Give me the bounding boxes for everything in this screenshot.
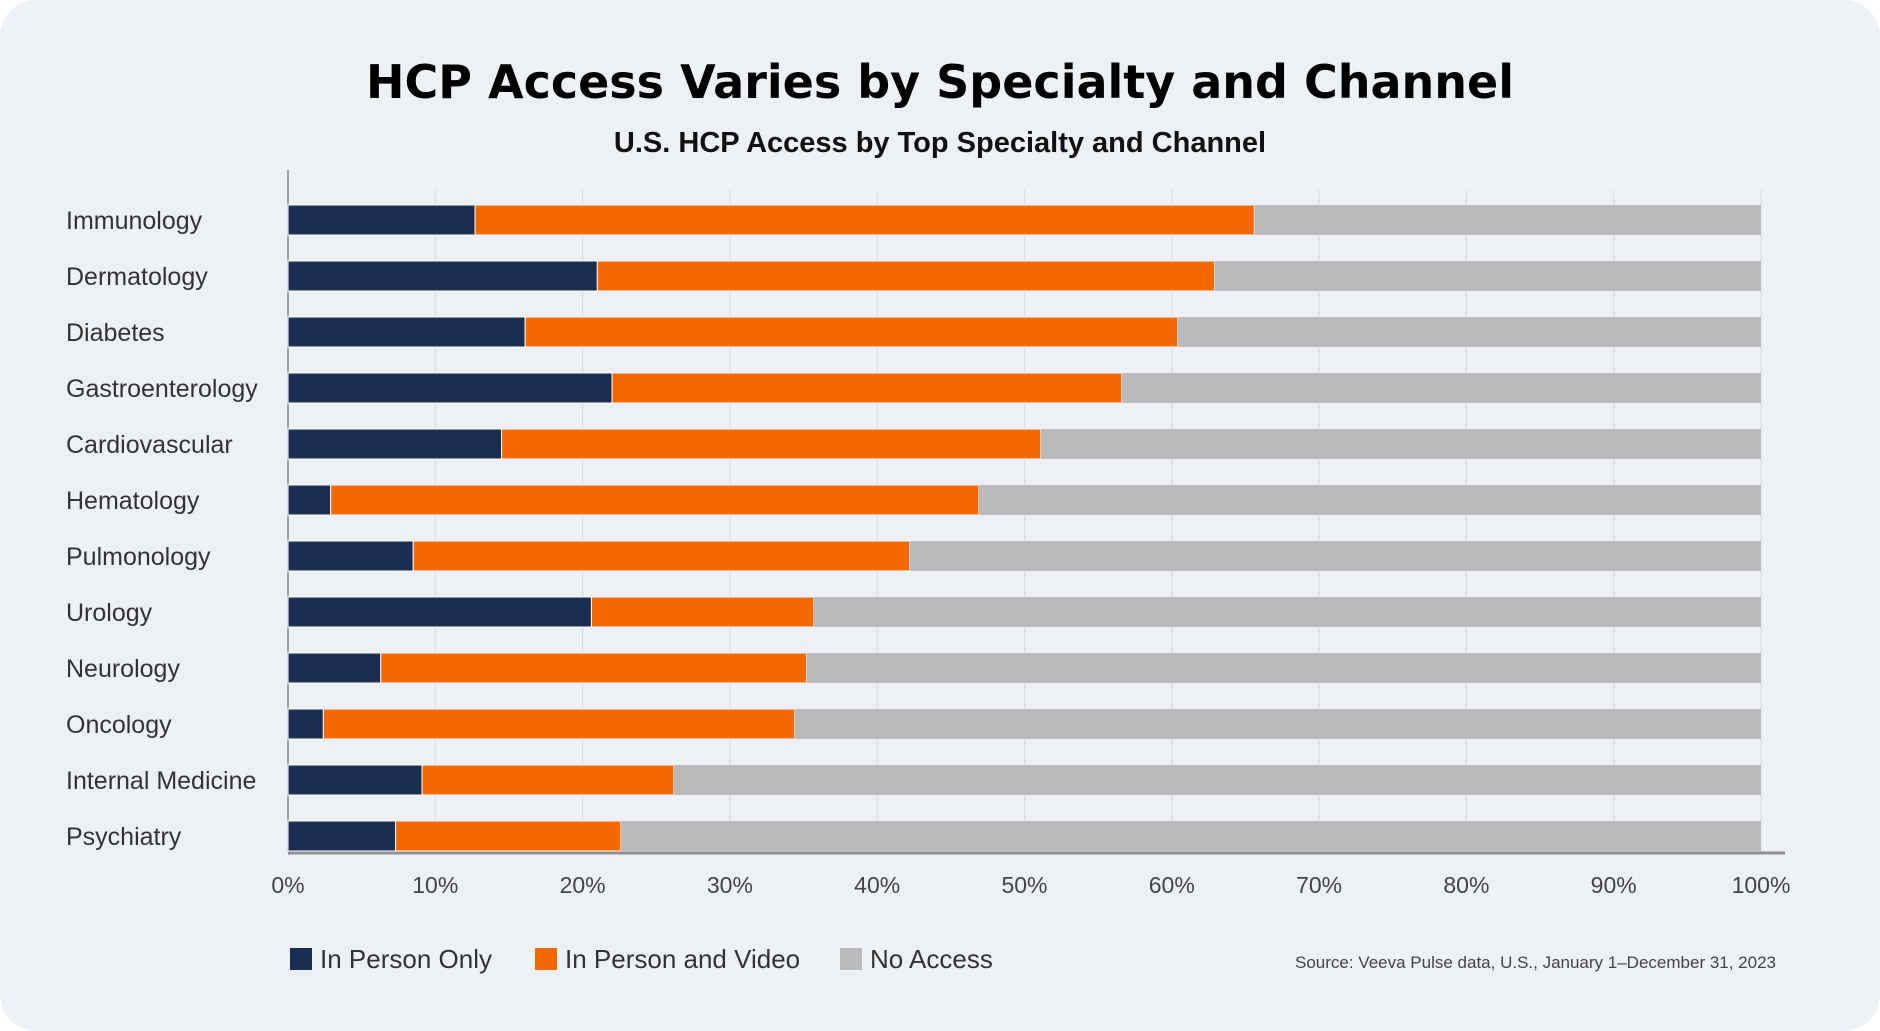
x-tick-label: 70% (1296, 872, 1342, 898)
bar-in-person-only (287, 820, 397, 852)
bar-in-person-only (287, 316, 526, 348)
bar-in-person-and-video (590, 596, 815, 628)
bar-in-person-only (287, 540, 414, 572)
bar-no-access (909, 541, 1761, 571)
category-label: Pulmonology (66, 543, 211, 571)
x-tick-label: 40% (854, 872, 900, 898)
source-note: Source: Veeva Pulse data, U.S., January … (1295, 953, 1776, 972)
bar-no-access (620, 821, 1762, 851)
legend-label: No Access (870, 944, 993, 974)
bar-in-person-and-video (412, 540, 911, 572)
x-tick-label: 100% (1732, 872, 1791, 898)
bar-in-person-and-video (322, 708, 796, 740)
category-label: Cardiovascular (66, 431, 233, 459)
category-label: Neurology (66, 655, 180, 683)
bar-in-person-only (287, 372, 613, 404)
category-label: Oncology (66, 711, 172, 739)
category-label: Internal Medicine (66, 767, 256, 795)
bar-no-access (806, 653, 1761, 683)
bar-no-access (978, 485, 1761, 515)
bar-in-person-only (287, 708, 324, 740)
bar-in-person-only (287, 428, 503, 460)
category-label: Urology (66, 599, 153, 627)
bar-no-access (794, 709, 1761, 739)
bar-no-access (1177, 317, 1761, 347)
bar-in-person-and-video (330, 484, 980, 516)
x-tick-label: 80% (1443, 872, 1489, 898)
legend-label: In Person and Video (565, 944, 800, 974)
legend-swatch (535, 948, 557, 970)
category-label: Psychiatry (66, 823, 182, 851)
x-tick-label: 0% (271, 872, 304, 898)
bar-no-access (1121, 373, 1761, 403)
chart-title: HCP Access Varies by Specialty and Chann… (366, 55, 1514, 109)
bar-in-person-and-video (524, 316, 1179, 348)
bar-no-access (1214, 261, 1761, 291)
x-tick-label: 30% (707, 872, 753, 898)
legend-swatch (290, 948, 312, 970)
bar-in-person-only (287, 596, 592, 628)
bar-in-person-only (287, 260, 598, 292)
bar-no-access (673, 765, 1761, 795)
bar-in-person-only (287, 652, 382, 684)
x-tick-label: 10% (412, 872, 458, 898)
bar-in-person-only (287, 204, 476, 236)
x-tick-label: 50% (1001, 872, 1047, 898)
bar-in-person-and-video (474, 204, 1255, 236)
bar-in-person-and-video (395, 820, 622, 852)
category-label: Dermatology (66, 263, 208, 291)
bar-no-access (813, 597, 1761, 627)
category-label: Hematology (66, 487, 200, 515)
bar-no-access (1254, 205, 1761, 235)
category-label: Gastroenterology (66, 375, 258, 403)
bar-in-person-only (287, 484, 332, 516)
bar-in-person-and-video (611, 372, 1123, 404)
bar-in-person-only (287, 764, 423, 796)
bar-in-person-and-video (380, 652, 807, 684)
x-tick-label: 90% (1591, 872, 1637, 898)
bar-in-person-and-video (501, 428, 1042, 460)
category-label: Diabetes (66, 319, 165, 347)
bar-no-access (1040, 429, 1761, 459)
bar-in-person-and-video (596, 260, 1216, 292)
x-tick-label: 60% (1149, 872, 1195, 898)
x-tick-label: 20% (560, 872, 606, 898)
legend-swatch (840, 948, 862, 970)
bar-in-person-and-video (421, 764, 675, 796)
legend-label: In Person Only (320, 944, 492, 974)
category-label: Immunology (66, 207, 203, 235)
chart-subtitle: U.S. HCP Access by Top Specialty and Cha… (614, 127, 1266, 159)
